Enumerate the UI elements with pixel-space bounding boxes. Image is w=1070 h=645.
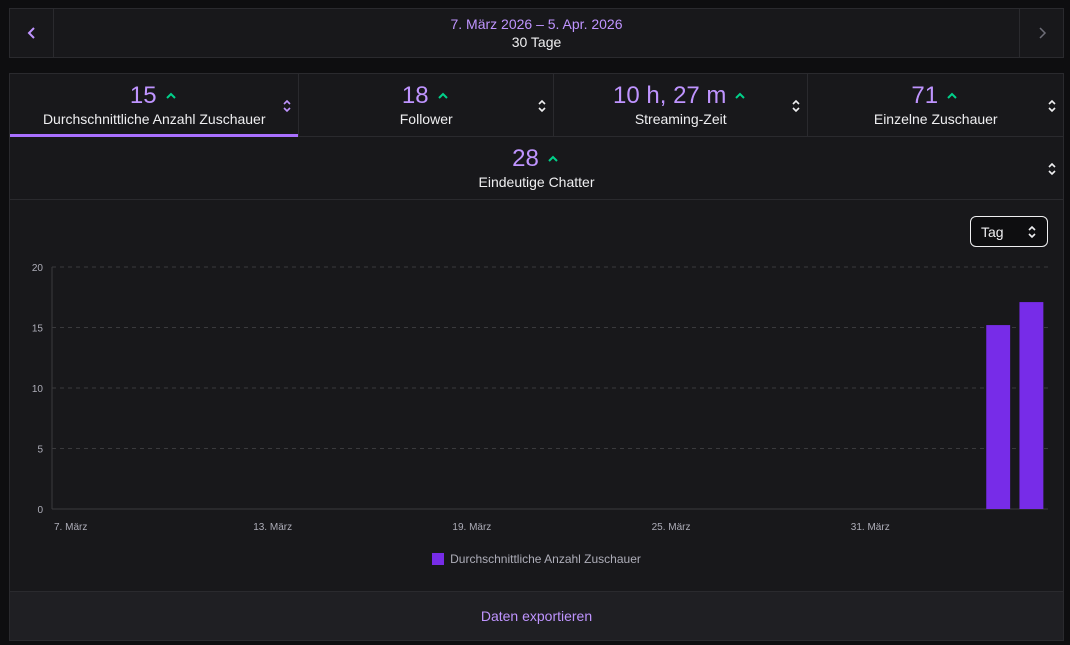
trend-up-icon xyxy=(946,89,960,103)
y-tick-label: 5 xyxy=(37,445,43,456)
previous-period-button[interactable] xyxy=(10,9,54,57)
stat-label: Einzelne Zuschauer xyxy=(873,111,998,127)
chart-area: Tag 0 5 10 15 20 7. März 13. März 19. März 25. M… xyxy=(10,200,1063,591)
period-length-text: 30 Tage xyxy=(511,34,562,50)
stats-panel: 15 Durchschnittliche Anzahl Zuschauer 18… xyxy=(9,73,1064,641)
bar xyxy=(1019,302,1044,509)
date-range-display: 7. März 2026 – 5. Apr. 2026 30 Tage xyxy=(54,9,1019,57)
date-navigator: 7. März 2026 – 5. Apr. 2026 30 Tage xyxy=(9,8,1064,58)
stat-tab-followers[interactable]: 18 Follower xyxy=(299,74,554,136)
y-tick-label: 0 xyxy=(37,505,43,516)
stat-tab-avg-viewers[interactable]: 15 Durchschnittliche Anzahl Zuschauer xyxy=(10,74,300,137)
trend-up-icon xyxy=(547,152,561,166)
stat-tab-streaming-time[interactable]: 10 h, 27 m Streaming-Zeit xyxy=(554,74,809,136)
trend-up-icon xyxy=(165,89,179,103)
trend-up-icon xyxy=(734,89,748,103)
stat-value: 15 xyxy=(129,82,157,109)
sort-icon xyxy=(1028,225,1036,238)
sort-icon xyxy=(283,99,292,113)
y-tick-label: 20 xyxy=(32,263,44,274)
x-tick-label: 13. März xyxy=(253,522,292,533)
trend-up-icon xyxy=(437,89,451,103)
legend-swatch xyxy=(432,553,445,565)
stat-tab-unique-viewers[interactable]: 71 Einzelne Zuschauer xyxy=(808,74,1063,136)
stat-label: Follower xyxy=(399,111,453,127)
sort-icon xyxy=(538,99,546,113)
stat-label: Streaming-Zeit xyxy=(634,111,727,127)
bar xyxy=(986,325,1011,509)
export-data-button[interactable]: Daten exportieren xyxy=(480,608,593,624)
date-range-text: 7. März 2026 – 5. Apr. 2026 xyxy=(450,16,623,32)
sort-icon xyxy=(792,99,801,113)
stat-value: 71 xyxy=(911,82,939,109)
x-tick-label: 31. März xyxy=(851,522,890,533)
chevron-right-icon xyxy=(1038,27,1046,39)
stat-label: Eindeutige Chatter xyxy=(478,174,595,190)
granularity-value: Tag xyxy=(981,223,1004,240)
stat-value: 18 xyxy=(401,82,429,109)
stat-tab-unique-chatters[interactable]: 28 Eindeutige Chatter xyxy=(10,137,1063,199)
stat-value: 28 xyxy=(512,145,539,172)
chart-legend: Durchschnittliche Anzahl Zuschauer xyxy=(10,552,1063,566)
y-tick-label: 15 xyxy=(32,324,44,335)
x-tick-label: 25. März xyxy=(652,522,691,533)
sort-icon xyxy=(1048,162,1056,176)
x-tick-label: 7. März xyxy=(54,522,87,533)
x-tick-label: 19. März xyxy=(452,522,491,533)
export-bar: Daten exportieren xyxy=(10,591,1063,640)
bar-chart: 0 5 10 15 20 7. März 13. März 19. März 25. März 3… xyxy=(32,263,1048,533)
stat-label: Durchschnittliche Anzahl Zuschauer xyxy=(42,111,266,127)
legend-label: Durchschnittliche Anzahl Zuschauer xyxy=(450,552,641,566)
sort-icon xyxy=(1048,99,1056,113)
granularity-select[interactable]: Tag xyxy=(970,216,1048,247)
y-tick-label: 10 xyxy=(32,384,44,395)
stat-value: 10 h, 27 m xyxy=(613,82,727,109)
stats-tabs-row: 15 Durchschnittliche Anzahl Zuschauer 18… xyxy=(10,74,1063,137)
chevron-left-icon xyxy=(27,27,35,39)
next-period-button[interactable] xyxy=(1019,9,1063,57)
stats-tabs-row-2: 28 Eindeutige Chatter xyxy=(10,137,1063,200)
